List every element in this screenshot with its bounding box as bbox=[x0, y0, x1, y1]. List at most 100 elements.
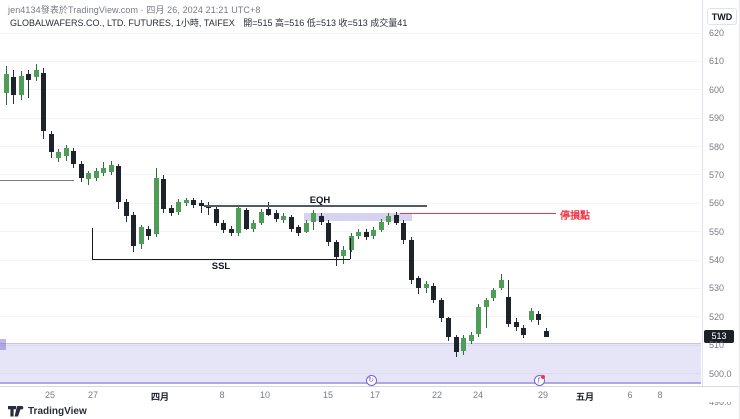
candle-body bbox=[318, 216, 324, 222]
notification-dot bbox=[540, 375, 545, 379]
candle-body bbox=[213, 208, 219, 224]
candle-body bbox=[63, 147, 69, 157]
candle-body bbox=[41, 72, 46, 131]
candle-body bbox=[161, 179, 166, 209]
candle-body bbox=[228, 228, 234, 234]
candle-body bbox=[71, 150, 76, 164]
candle-body bbox=[483, 299, 489, 307]
time-axis-label: 22 bbox=[431, 390, 443, 400]
price-gridline bbox=[0, 146, 701, 147]
candle-body bbox=[131, 214, 136, 246]
ohlc-values: 開=515 高=516 低=513 收=513 成交量41 bbox=[243, 18, 408, 28]
price-gridline bbox=[0, 89, 701, 90]
candle-body bbox=[281, 216, 286, 221]
candle-body bbox=[18, 75, 24, 96]
price-gridline bbox=[0, 288, 701, 289]
candle-body bbox=[243, 210, 249, 229]
currency-button[interactable]: TWD bbox=[707, 8, 737, 25]
candle-body bbox=[123, 201, 129, 217]
candle-body bbox=[116, 166, 121, 202]
candle-body bbox=[108, 164, 114, 173]
candle-body bbox=[356, 231, 361, 236]
price-axis-label: 560 bbox=[709, 198, 725, 209]
candle-body bbox=[78, 163, 84, 178]
tradingview-glyph-icon bbox=[8, 405, 24, 416]
candle-body bbox=[101, 167, 106, 174]
candle-body bbox=[371, 230, 376, 236]
price-gridline bbox=[0, 61, 701, 62]
candle-body bbox=[513, 322, 519, 327]
candle-body bbox=[386, 216, 391, 222]
candle-body bbox=[33, 69, 39, 77]
candle-body bbox=[363, 231, 369, 238]
price-axis-label: 620 bbox=[709, 28, 725, 38]
price-axis-label: 510 bbox=[709, 340, 725, 351]
candle-body bbox=[521, 328, 526, 336]
candle-body bbox=[56, 152, 61, 158]
candle-body bbox=[93, 170, 99, 178]
price-axis-label: 610 bbox=[709, 56, 725, 67]
time-axis[interactable]: 25 27 四月 8 10 15 17 22 24 29 五月 6 8 bbox=[0, 386, 740, 402]
tradingview-wordmark: TradingView bbox=[28, 405, 87, 417]
event-marker-icon[interactable]: ƒ bbox=[533, 375, 545, 386]
candle-body bbox=[468, 335, 474, 341]
candle-wick bbox=[208, 201, 209, 215]
candle-body bbox=[506, 296, 511, 324]
candle-body bbox=[438, 299, 444, 319]
time-axis-label: 8 bbox=[219, 390, 225, 400]
candle-body bbox=[273, 213, 279, 219]
ssl-label[interactable]: SSL bbox=[211, 261, 231, 272]
tradingview-logo[interactable]: TradingView bbox=[8, 404, 87, 418]
zone-edge-handle[interactable] bbox=[0, 338, 6, 350]
candle-body bbox=[251, 223, 256, 229]
candle-body bbox=[86, 173, 91, 180]
candle-body bbox=[401, 223, 406, 241]
candle-body bbox=[453, 336, 459, 353]
eqh-label[interactable]: EQH bbox=[309, 195, 331, 206]
symbol-title[interactable]: GLOBALWAFERS.CO., LTD. FUTURES, 1小時, TAI… bbox=[10, 18, 235, 28]
candle-body bbox=[333, 241, 339, 258]
candle-body bbox=[498, 279, 504, 289]
time-axis-label: 6 bbox=[627, 390, 633, 400]
price-axis-label: 520 bbox=[709, 311, 725, 322]
price-gridline bbox=[0, 118, 701, 119]
candle-body bbox=[176, 201, 181, 212]
candle-body bbox=[446, 318, 451, 337]
candle-wick bbox=[200, 200, 202, 214]
ray-line[interactable] bbox=[0, 179, 74, 181]
candle-body bbox=[543, 330, 549, 337]
candle-body bbox=[378, 221, 384, 231]
price-axis-label: 540 bbox=[709, 255, 725, 266]
time-axis-label: 15 bbox=[322, 390, 334, 400]
price-axis-label: 570 bbox=[709, 169, 725, 180]
price-axis-label: 600 bbox=[709, 84, 725, 95]
demand-zone[interactable] bbox=[0, 342, 701, 384]
eqh-line[interactable] bbox=[204, 205, 427, 208]
chart-pane[interactable]: jen4134發表於TradingView.com · 四月 26, 2024 … bbox=[0, 0, 701, 386]
stop-loss-line[interactable] bbox=[400, 212, 556, 215]
candle-body bbox=[416, 278, 421, 289]
candle-body bbox=[326, 223, 331, 242]
price-axis[interactable]: TWD 513 620 610 600 590 580 570 560 550 540 530 52… bbox=[702, 0, 740, 407]
time-axis-label: 25 bbox=[44, 390, 56, 400]
candle-body bbox=[461, 338, 466, 351]
time-axis-label: 四月 bbox=[150, 392, 170, 402]
price-gridline bbox=[0, 203, 701, 204]
candle-body bbox=[168, 207, 174, 214]
candle-body bbox=[11, 76, 16, 96]
candle-body bbox=[528, 311, 534, 320]
ssl-line[interactable] bbox=[92, 258, 350, 260]
candle-body bbox=[138, 227, 144, 245]
candle-body bbox=[476, 306, 481, 334]
candle-wick bbox=[28, 69, 29, 99]
stop-loss-label[interactable]: 停損點 bbox=[560, 210, 590, 222]
candle-body bbox=[491, 289, 496, 299]
price-gridline bbox=[0, 373, 701, 374]
candle-wick bbox=[485, 298, 487, 329]
supply-band[interactable] bbox=[304, 213, 412, 222]
price-axis-label: 550 bbox=[709, 226, 725, 237]
event-marker-icon[interactable]: ↻ bbox=[365, 375, 377, 386]
price-gridline bbox=[0, 345, 701, 346]
candle-body bbox=[198, 203, 204, 207]
